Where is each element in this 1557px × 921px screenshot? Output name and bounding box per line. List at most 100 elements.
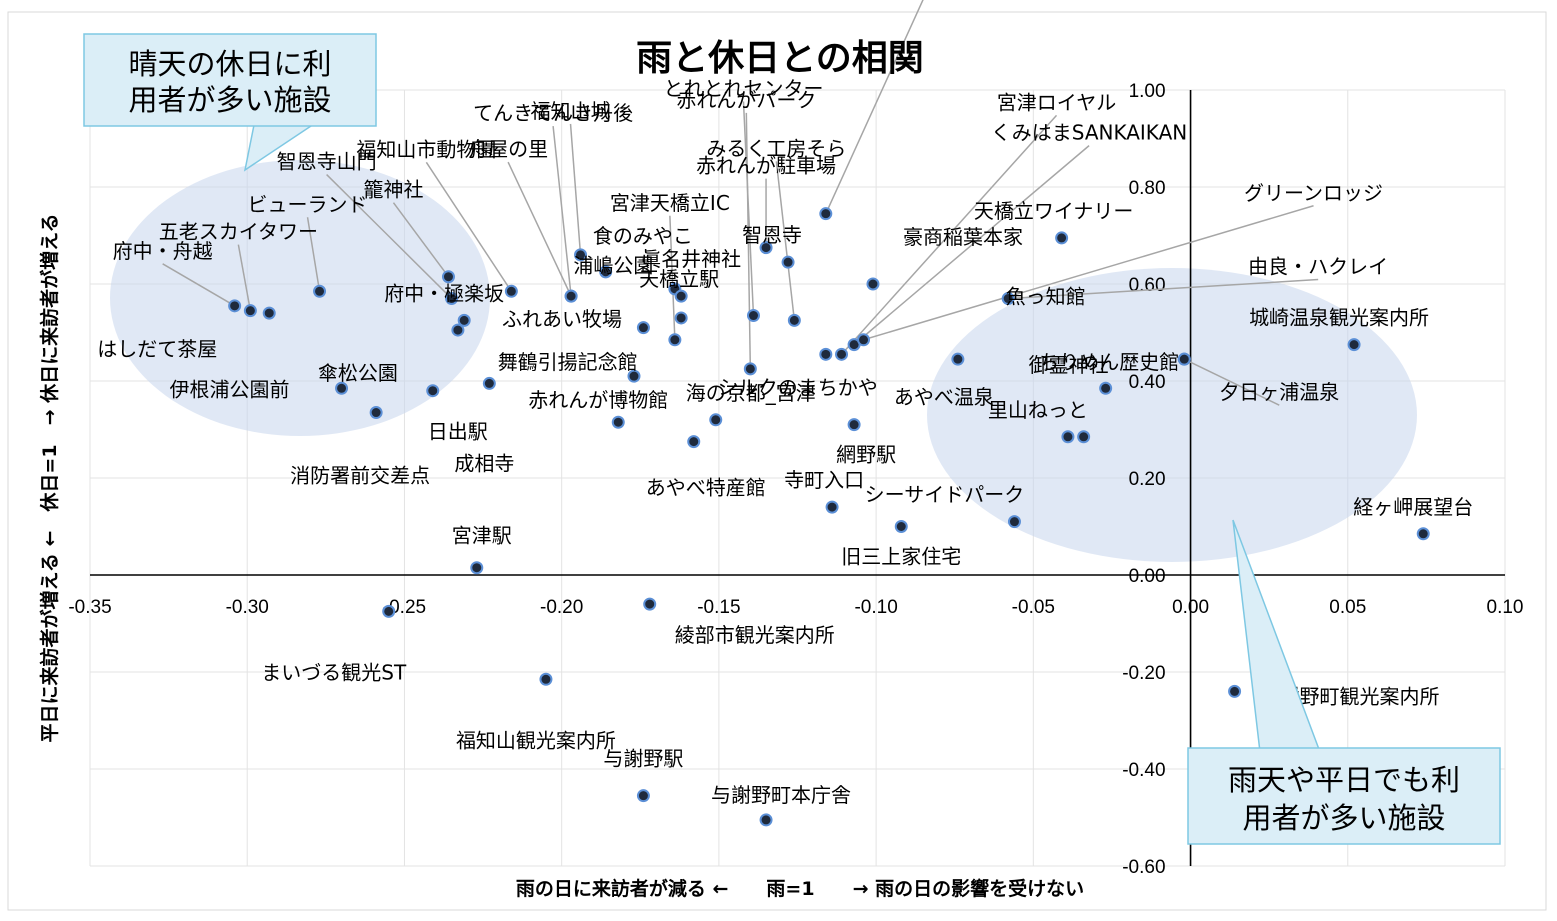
data-point [951, 352, 965, 366]
cluster-ellipse-sunny-holiday [110, 160, 490, 436]
point-label: 福知山城 [531, 99, 611, 123]
data-point [457, 313, 471, 327]
point-label: 消防署前交差点 [290, 464, 430, 488]
data-point [611, 415, 625, 429]
point-label: 眞名井神社 [641, 247, 741, 271]
point-label: 五老スカイタワー [159, 220, 318, 244]
leader-line [326, 174, 453, 300]
point-label: 経ヶ岬展望台 [1353, 495, 1473, 519]
point-label: 福知山市動物園 [356, 137, 496, 161]
axes [90, 90, 1505, 866]
point-label: 与謝野駅 [603, 747, 683, 771]
annotation-callout-rainy: 雨天や平日でも利 用者が多い施設 [1187, 519, 1501, 845]
point-label: 赤れんが駐車場 [696, 154, 836, 178]
y-tick-label: -0.40 [1122, 760, 1165, 781]
leader-line [1008, 278, 1319, 300]
leader-line [569, 123, 582, 255]
data-point [564, 289, 578, 303]
data-point [441, 270, 455, 284]
point-label: 成相寺 [454, 451, 514, 475]
leader-line [853, 145, 1090, 346]
point-label: みるく工房そら [706, 136, 846, 160]
data-point [825, 500, 839, 514]
data-point [574, 248, 588, 262]
data-point [819, 347, 833, 361]
data-point [643, 597, 657, 611]
point-label: はしだて茶屋 [97, 337, 217, 361]
x-tick-label: -0.15 [697, 597, 740, 618]
point-label: 天橋立駅 [639, 267, 719, 291]
point-label: 魚っ知館 [1006, 284, 1086, 308]
point-label: 赤れんがパーク [676, 88, 816, 112]
data-point [1055, 231, 1069, 245]
point-label: 舟屋の里 [468, 137, 548, 161]
data-point [636, 789, 650, 803]
point-label: ふれあい牧場 [502, 307, 622, 331]
annotation-text-line1: 雨天や平日でも利 [1228, 763, 1460, 797]
data-point [1416, 527, 1430, 541]
point-label: 御霊神社 [1029, 353, 1109, 377]
leader-line [552, 126, 572, 297]
data-point [759, 241, 773, 255]
annotation-box [83, 33, 377, 127]
point-label: まいづる観光ST [261, 660, 407, 684]
point-label: あやべ特産館 [646, 476, 766, 500]
point-label: 天橋立ワイナリー [974, 199, 1134, 223]
annotation-text-line2: 用者が多い施設 [1242, 801, 1445, 835]
data-point [759, 813, 773, 827]
y-axis-label: 平日に来訪者が増える ← 休日=1 → 休日に来訪者が増える [38, 213, 61, 742]
point-label: くみはまSANKAIKAN [991, 121, 1187, 145]
y-tick-label: 0.80 [1129, 178, 1166, 199]
data-point [866, 277, 880, 291]
point-label: てんきてんき丹後 [473, 101, 633, 125]
data-point [787, 313, 801, 327]
point-label: 伊根浦公園前 [170, 377, 290, 401]
leader-line [742, 101, 755, 316]
point-label: 府中・舟越 [113, 239, 213, 263]
point-label: 由良・ハクレイ [1248, 255, 1388, 279]
data-point [228, 299, 242, 313]
data-point [599, 265, 613, 279]
leader-line [237, 244, 252, 311]
point-label: 籠神社 [363, 178, 423, 202]
data-point [687, 435, 701, 449]
data-point [781, 255, 795, 269]
data-point [1061, 430, 1075, 444]
point-label: 網野駅 [836, 443, 896, 467]
data-point [1007, 515, 1021, 529]
point-label: 里山ねっと [988, 398, 1088, 422]
data-point [1347, 338, 1361, 352]
point-label: グリーンロッジ [1244, 181, 1383, 205]
point-label: 旧三上家住宅 [841, 545, 961, 569]
point-label: 豪商稲葉本家 [903, 225, 1023, 249]
point-label: 宮津天橋立IC [610, 191, 730, 215]
data-point [335, 381, 349, 395]
data-point [674, 311, 688, 325]
data-point [743, 362, 757, 376]
point-label: 府中・極楽坂 [384, 281, 504, 305]
data-point [627, 369, 641, 383]
point-label: シーサイドパーク [865, 483, 1025, 507]
point-label: ビューランド [248, 192, 368, 216]
x-tick-label: 0.00 [1172, 597, 1209, 618]
chart-title: 雨と休日との相関 [636, 38, 924, 79]
data-point [1177, 352, 1191, 366]
point-label: 食のみやこ [593, 224, 693, 248]
data-point [313, 284, 327, 298]
point-label: 傘松公園 [318, 361, 398, 385]
tick-labels: -0.35 -0.30 -0.25 -0.20 -0.15 -0.10 -0.05 0.00 0… [68, 81, 1523, 878]
y-tick-label: -0.20 [1122, 663, 1165, 684]
data-point [445, 292, 459, 306]
point-label: あやべ温泉 [894, 385, 994, 409]
data-point [1001, 292, 1015, 306]
data-point [668, 333, 682, 347]
point-label: シルクのまちかや [718, 375, 878, 399]
data-point [243, 304, 257, 318]
x-tick-label: -0.35 [68, 597, 111, 618]
point-label: 与謝野町本庁舎 [711, 783, 851, 807]
data-point [539, 672, 553, 686]
leader-lines [162, 0, 1319, 406]
data-point [426, 384, 440, 398]
data-point [636, 321, 650, 335]
